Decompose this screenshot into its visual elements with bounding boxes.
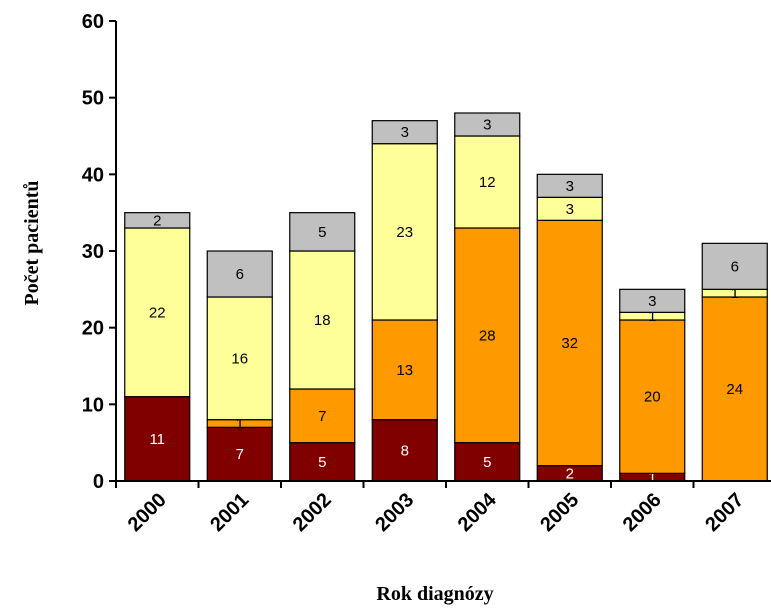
data-label: 18 xyxy=(314,312,331,329)
x-tick-label: 2004 xyxy=(454,488,502,536)
data-label: 7 xyxy=(318,408,326,425)
x-tick-label: 2005 xyxy=(536,489,583,536)
data-label: 11 xyxy=(149,431,165,448)
x-tick-label: 2006 xyxy=(619,489,666,536)
y-tick-label: 30 xyxy=(82,241,104,263)
data-label: 3 xyxy=(648,293,656,310)
data-label: 22 xyxy=(149,304,166,321)
bar-segment-2004-s2 xyxy=(454,227,521,444)
bar-segment-2001-s3 xyxy=(206,296,273,421)
bar-segment-2002-s3 xyxy=(289,250,356,390)
data-label: 2 xyxy=(153,212,161,229)
bar-segment-2000-s3 xyxy=(124,227,191,398)
x-tick-label: 2002 xyxy=(289,489,336,536)
data-label: 20 xyxy=(644,389,661,406)
bar-segment-2000-s1 xyxy=(124,396,191,482)
data-label: 8 xyxy=(401,442,409,459)
bar-segment-2005-s4 xyxy=(536,173,603,198)
bar-segment-2005-s2 xyxy=(536,219,603,467)
y-axis: 0 10 20 30 40 50 60 xyxy=(82,11,117,493)
y-tick-label: 0 xyxy=(93,471,104,493)
data-label: 5 xyxy=(318,454,326,471)
data-label: 6 xyxy=(731,258,739,275)
data-label: 13 xyxy=(396,362,413,379)
data-label: 1 xyxy=(648,308,656,325)
y-tick-label: 60 xyxy=(82,11,104,33)
x-tick-label: 2000 xyxy=(124,489,171,536)
bar-segment-2004-s1 xyxy=(454,442,521,482)
data-label: 2 xyxy=(566,465,574,482)
bar-segment-2000-s4 xyxy=(124,212,191,229)
x-axis-title: Rok diagnózy xyxy=(376,583,493,605)
y-tick-label: 20 xyxy=(82,318,104,340)
x-axis: 2000 2001 2002 2003 2004 2005 2006 2007 xyxy=(115,480,771,536)
data-label: 1 xyxy=(648,469,656,486)
bar-segment-2004-s4 xyxy=(454,112,521,137)
bars: 1122271166571858132335281232323312013241… xyxy=(124,112,768,486)
data-label: 3 xyxy=(566,201,574,218)
data-label: 1 xyxy=(236,416,244,433)
data-label: 5 xyxy=(483,454,491,471)
x-tick-label: 2007 xyxy=(701,489,748,536)
data-label: 3 xyxy=(401,124,409,141)
data-label: 16 xyxy=(231,350,248,367)
y-tick-label: 40 xyxy=(82,164,104,186)
bar-segment-2001-s4 xyxy=(206,250,273,298)
data-label: 1 xyxy=(731,285,739,302)
bar-segment-2007-s2 xyxy=(701,296,768,482)
y-axis-title: Počet pacientů xyxy=(21,181,43,306)
bar-segment-2002-s2 xyxy=(289,388,356,444)
data-label: 32 xyxy=(561,335,578,352)
y-tick-label: 50 xyxy=(82,88,104,110)
data-label: 7 xyxy=(236,446,244,463)
data-label: 3 xyxy=(483,117,491,134)
x-tick-label: 2001 xyxy=(206,489,253,536)
data-label: 6 xyxy=(236,266,244,283)
data-label: 3 xyxy=(566,178,574,195)
data-label: 5 xyxy=(318,224,326,241)
bar-segment-2006-s4 xyxy=(619,288,686,313)
bar-segment-2002-s4 xyxy=(289,212,356,252)
bar-segment-2001-s1 xyxy=(206,426,273,482)
bar-segment-2003-s4 xyxy=(371,120,438,145)
bar-segment-2003-s3 xyxy=(371,143,438,321)
y-tick-label: 10 xyxy=(82,394,104,416)
data-label: 24 xyxy=(726,381,743,398)
data-label: 28 xyxy=(479,327,496,344)
bar-segment-2004-s3 xyxy=(454,135,521,229)
x-tick-label: 2003 xyxy=(371,489,418,536)
data-label: 23 xyxy=(396,224,413,241)
bar-segment-2007-s4 xyxy=(701,242,768,290)
data-label: 12 xyxy=(479,174,496,191)
